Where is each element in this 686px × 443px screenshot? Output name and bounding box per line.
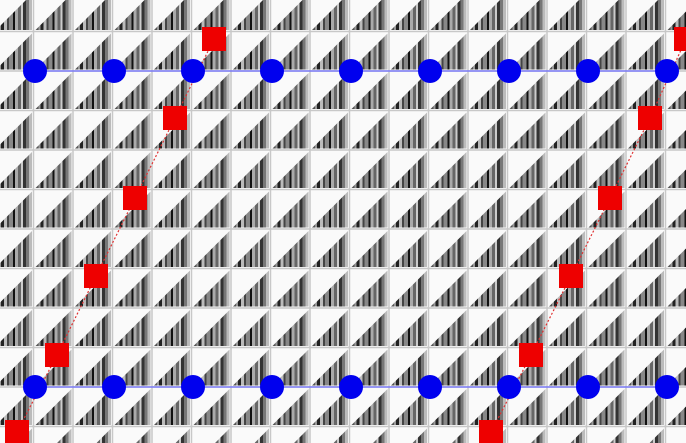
blue-circle bbox=[102, 59, 126, 83]
blue-circle bbox=[655, 375, 679, 399]
blue-circle bbox=[418, 59, 442, 83]
blue-circle bbox=[23, 375, 47, 399]
blue-circle bbox=[260, 59, 284, 83]
blue-circle bbox=[497, 375, 521, 399]
red-square bbox=[559, 264, 583, 288]
scene bbox=[0, 0, 686, 443]
red-square bbox=[123, 186, 147, 210]
red-square bbox=[163, 106, 187, 130]
blue-circle bbox=[181, 375, 205, 399]
blue-circle bbox=[102, 375, 126, 399]
red-square bbox=[5, 420, 29, 443]
red-square bbox=[45, 343, 69, 367]
red-square bbox=[202, 27, 226, 51]
red-square bbox=[519, 343, 543, 367]
red-square bbox=[598, 186, 622, 210]
blue-circle bbox=[497, 59, 521, 83]
blue-circle bbox=[339, 59, 363, 83]
blue-circle bbox=[576, 59, 600, 83]
blue-circle bbox=[23, 59, 47, 83]
page: (() => { const data = JSON.parse(documen… bbox=[0, 0, 686, 443]
blue-circle bbox=[418, 375, 442, 399]
red-square bbox=[479, 420, 503, 443]
red-square bbox=[638, 106, 662, 130]
blue-circle bbox=[339, 375, 363, 399]
blue-circle bbox=[655, 59, 679, 83]
blue-circle bbox=[576, 375, 600, 399]
blue-circle bbox=[181, 59, 205, 83]
red-square bbox=[84, 264, 108, 288]
red-square bbox=[674, 27, 686, 51]
blue-circle bbox=[260, 375, 284, 399]
